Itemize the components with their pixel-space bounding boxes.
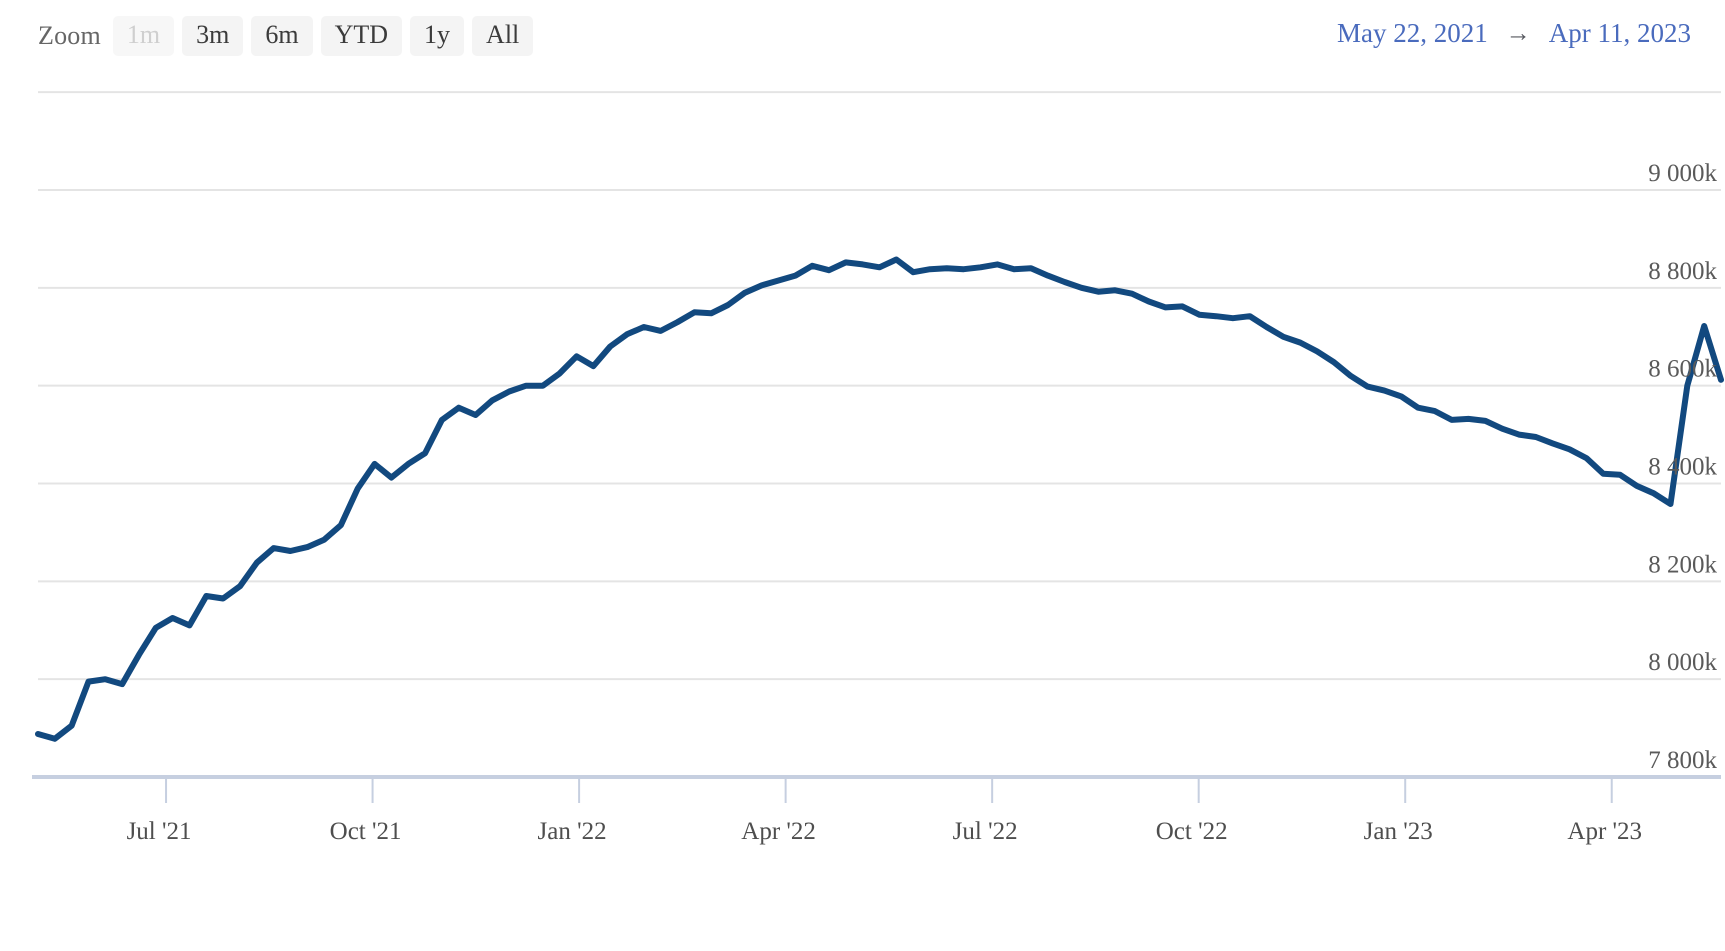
range-end-date[interactable]: Apr 11, 2023	[1548, 18, 1691, 48]
y-axis-tick-label: 8 800k	[1648, 258, 1717, 285]
y-axis-tick-label: 8 400k	[1648, 454, 1717, 481]
x-axis-tick-label: Jan '22	[538, 818, 607, 845]
range-button-1m[interactable]: 1m	[112, 16, 175, 56]
x-axis-tick-label: Jul '22	[953, 818, 1018, 845]
chart-container[interactable]: 9 000k 8 800k 8 600k 8 400k 8 200k 8 000k 7 80…	[0, 78, 1725, 951]
x-axis-tick-label: Apr '23	[1567, 818, 1642, 845]
chart-toolbar: Zoom 1m 3m 6m YTD 1y All May 22, 2021 → …	[0, 0, 1725, 78]
range-button-6m[interactable]: 6m	[251, 16, 313, 56]
gridlines	[38, 91, 1721, 681]
x-axis-tick-label: Oct '22	[1156, 818, 1228, 845]
x-axis-labels: Jul '21 Oct '21 Jan '22 Apr '22 Jul '22 Oct '…	[127, 818, 1642, 845]
x-axis-tick-label: Jan '23	[1364, 818, 1433, 845]
y-axis-tick-label: 8 000k	[1648, 649, 1717, 676]
line-chart[interactable]: 9 000k 8 800k 8 600k 8 400k 8 200k 8 000k 7 80…	[0, 78, 1725, 951]
x-axis-tick-label: Apr '22	[741, 818, 816, 845]
x-axis-tickmarks	[165, 779, 1613, 803]
zoom-range-selector: Zoom 1m 3m 6m YTD 1y All	[38, 16, 534, 56]
range-button-ytd[interactable]: YTD	[320, 16, 403, 56]
y-axis-tick-label: 9 000k	[1648, 160, 1717, 187]
x-axis-tick-label: Oct '21	[330, 818, 402, 845]
range-start-date[interactable]: May 22, 2021	[1337, 18, 1488, 48]
range-button-all[interactable]: All	[472, 16, 534, 56]
range-button-3m[interactable]: 3m	[182, 16, 244, 56]
y-axis-tick-label: 8 600k	[1648, 356, 1717, 383]
series-line-value	[35, 256, 1724, 742]
y-axis-tick-label: 7 800k	[1648, 747, 1717, 774]
data-series-line	[35, 256, 1724, 742]
arrow-right-icon: →	[1505, 19, 1531, 47]
y-axis-tick-label: 8 200k	[1648, 551, 1717, 578]
range-button-1y[interactable]: 1y	[410, 16, 465, 56]
y-axis-labels: 9 000k 8 800k 8 600k 8 400k 8 200k 8 000k 7 80…	[1648, 160, 1717, 774]
zoom-label: Zoom	[38, 21, 101, 50]
date-range-display: May 22, 2021 → Apr 11, 2023	[1337, 18, 1691, 49]
x-axis-tick-label: Jul '21	[127, 818, 192, 845]
